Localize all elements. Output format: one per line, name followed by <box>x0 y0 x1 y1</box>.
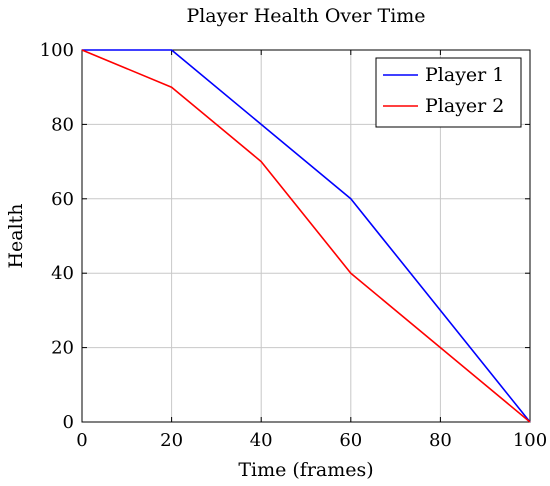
y-tick-label: 60 <box>51 189 74 210</box>
y-axis-title: Health <box>5 203 27 268</box>
legend-box <box>375 57 522 128</box>
x-axis-title: Time (frames) <box>238 459 373 481</box>
series-lines <box>81 49 531 423</box>
y-tick-label: 20 <box>51 338 74 359</box>
y-tick-label: 40 <box>51 263 74 284</box>
plot-area-frame <box>81 49 531 423</box>
x-tick-label: 20 <box>160 430 183 451</box>
y-tick-label: 80 <box>51 114 74 135</box>
legend-label-2: Player 2 <box>425 95 504 117</box>
axis-ticks: 0 20 40 60 80 100 0 20 40 60 80 100 <box>40 40 548 451</box>
legend: Player 1 Player 2 <box>375 57 522 128</box>
x-tick-label: 0 <box>76 430 87 451</box>
legend-label-1: Player 1 <box>425 64 504 86</box>
chart-title: Player Health Over Time <box>186 5 425 27</box>
y-tick-label: 100 <box>40 40 74 61</box>
y-tick-label: 0 <box>63 412 74 433</box>
x-tick-label: 40 <box>250 430 273 451</box>
x-tick-label: 80 <box>429 430 452 451</box>
x-tick-label: 60 <box>339 430 362 451</box>
series-line-2 <box>81 49 531 423</box>
series-line-1 <box>82 49 531 423</box>
x-tick-label: 100 <box>513 430 547 451</box>
